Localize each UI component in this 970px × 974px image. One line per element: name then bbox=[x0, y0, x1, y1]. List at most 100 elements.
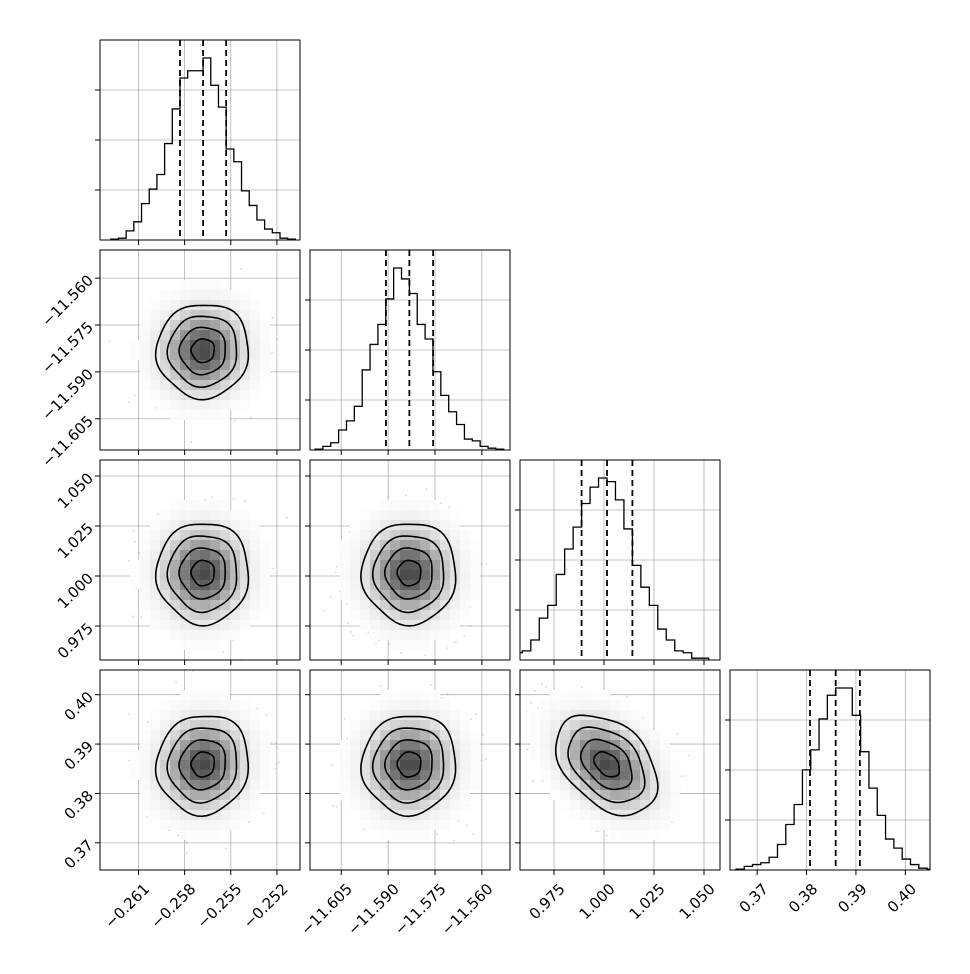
density-cell bbox=[140, 600, 150, 610]
sample-point bbox=[250, 417, 252, 419]
density-cell bbox=[250, 310, 260, 320]
density-cell bbox=[210, 630, 220, 640]
density-cell bbox=[250, 390, 260, 400]
density-cell bbox=[260, 350, 270, 360]
density-cell bbox=[210, 610, 220, 620]
density-cell bbox=[230, 570, 240, 580]
density-cell bbox=[190, 630, 200, 640]
density-cell bbox=[260, 320, 270, 330]
sample-point bbox=[240, 268, 242, 270]
density-cell bbox=[240, 510, 250, 520]
density-cell bbox=[200, 570, 210, 580]
density-cell bbox=[200, 290, 210, 300]
sample-point bbox=[480, 563, 482, 565]
density-cell bbox=[240, 620, 250, 630]
density-cell bbox=[210, 510, 220, 520]
density-cell bbox=[200, 500, 210, 510]
density-cell bbox=[140, 590, 150, 600]
sample-point bbox=[388, 643, 390, 645]
density-cell bbox=[230, 390, 240, 400]
density-cell bbox=[250, 550, 260, 560]
density-cell bbox=[220, 290, 230, 300]
sample-point bbox=[347, 622, 349, 624]
density-cell bbox=[200, 380, 210, 390]
sample-point bbox=[155, 407, 157, 409]
density-cell bbox=[250, 380, 260, 390]
density-cell bbox=[180, 280, 190, 290]
density-cell bbox=[140, 530, 150, 540]
density-cell bbox=[210, 410, 220, 420]
density-cell bbox=[250, 300, 260, 310]
density-cell bbox=[140, 540, 150, 550]
sample-point bbox=[424, 654, 426, 656]
density-cell bbox=[160, 290, 170, 300]
density-cell bbox=[190, 410, 200, 420]
density-cell bbox=[140, 310, 150, 320]
density-cell bbox=[240, 300, 250, 310]
density-cell bbox=[170, 500, 180, 510]
sample-point bbox=[446, 647, 448, 649]
density-cell bbox=[190, 500, 200, 510]
density-cell bbox=[230, 290, 240, 300]
density-cell bbox=[190, 510, 200, 520]
density-cell bbox=[180, 500, 190, 510]
density-cell bbox=[200, 600, 210, 610]
density-cell bbox=[200, 510, 210, 520]
density-cell bbox=[200, 550, 210, 560]
density-cell bbox=[260, 600, 270, 610]
density-cell bbox=[210, 500, 220, 510]
density-cell bbox=[170, 610, 180, 620]
density-cell bbox=[240, 390, 250, 400]
density-cell bbox=[160, 300, 170, 310]
density-cell bbox=[150, 370, 160, 380]
density-cell bbox=[210, 560, 220, 570]
density-cell bbox=[230, 520, 240, 530]
density-cell bbox=[220, 410, 230, 420]
sample-point bbox=[330, 596, 332, 598]
density-cell bbox=[180, 320, 190, 330]
density-cell bbox=[220, 530, 230, 540]
density-cell bbox=[160, 600, 170, 610]
density-cell bbox=[220, 510, 230, 520]
sample-point bbox=[134, 541, 136, 543]
sample-point bbox=[272, 568, 274, 570]
density-cell bbox=[250, 320, 260, 330]
sample-point bbox=[271, 352, 273, 354]
density-cell bbox=[170, 370, 180, 380]
density-cell bbox=[130, 350, 140, 360]
sample-point bbox=[109, 340, 111, 342]
density-cell bbox=[190, 280, 200, 290]
density-cell bbox=[240, 380, 250, 390]
density-cell bbox=[250, 330, 260, 340]
density-cell bbox=[190, 290, 200, 300]
density-cell bbox=[170, 300, 180, 310]
density-cell bbox=[230, 630, 240, 640]
density-cell bbox=[210, 540, 220, 550]
sample-point bbox=[323, 610, 325, 612]
density-cell bbox=[200, 630, 210, 640]
density-cell bbox=[260, 360, 270, 370]
density-cell bbox=[180, 370, 190, 380]
density-cell bbox=[140, 550, 150, 560]
density-cell bbox=[150, 300, 160, 310]
density-cell bbox=[170, 510, 180, 520]
density-cell bbox=[240, 530, 250, 540]
density-cell bbox=[190, 640, 200, 650]
density-cell bbox=[130, 560, 140, 570]
density-cell bbox=[240, 520, 250, 530]
density-cell bbox=[170, 560, 180, 570]
density-cell bbox=[260, 590, 270, 600]
sample-point bbox=[470, 625, 472, 627]
density-cell bbox=[230, 400, 240, 410]
sample-point bbox=[433, 661, 435, 663]
sample-point bbox=[286, 517, 288, 519]
density-cell bbox=[230, 510, 240, 520]
density-cell bbox=[260, 370, 270, 380]
density-cell bbox=[140, 360, 150, 370]
sample-point bbox=[132, 616, 134, 618]
sample-point bbox=[233, 498, 235, 500]
density-cell bbox=[220, 500, 230, 510]
density-cell bbox=[180, 640, 190, 650]
density-cell bbox=[250, 370, 260, 380]
